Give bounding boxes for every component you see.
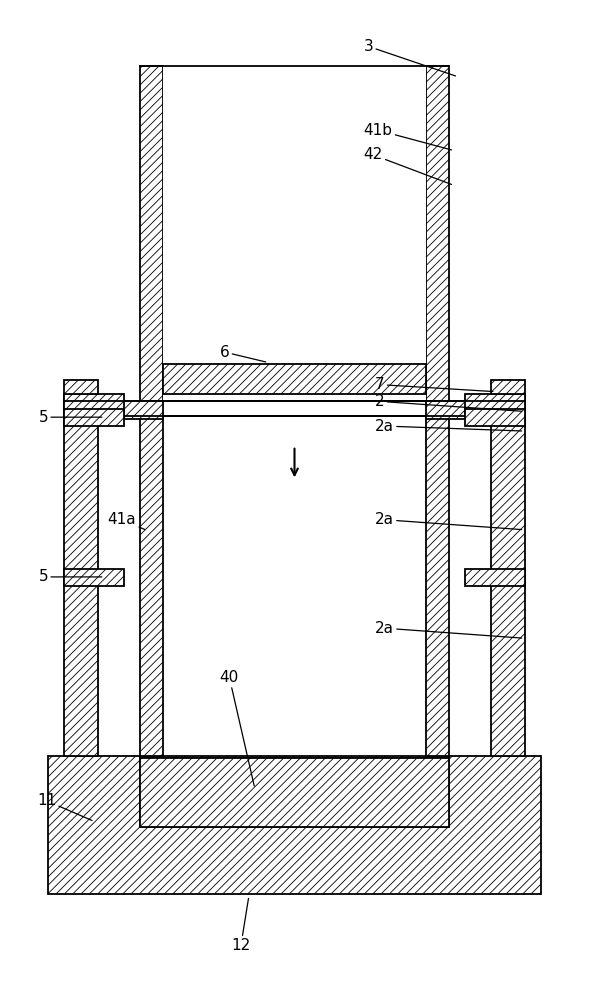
Text: 2a: 2a [375, 512, 522, 530]
Text: 2: 2 [375, 394, 522, 411]
Bar [426, 66, 449, 401]
Text: 41a: 41a [108, 512, 145, 530]
Text: 7: 7 [375, 377, 493, 392]
Bar [465, 569, 525, 586]
Bar [64, 394, 124, 413]
Text: 12: 12 [231, 898, 250, 953]
Text: 42: 42 [363, 147, 452, 184]
Bar [64, 380, 98, 394]
Bar [64, 409, 124, 426]
Bar [163, 364, 426, 393]
Bar [123, 401, 163, 419]
Text: 3: 3 [363, 39, 455, 76]
Bar [426, 416, 449, 756]
Text: 40: 40 [220, 670, 254, 786]
Bar [491, 396, 525, 756]
Bar [140, 66, 163, 401]
Bar [163, 416, 426, 756]
Bar [64, 396, 98, 756]
Text: 5: 5 [38, 410, 102, 425]
Text: 11: 11 [37, 793, 92, 820]
Bar [64, 401, 525, 416]
Bar [491, 380, 525, 394]
Text: 5: 5 [38, 569, 102, 584]
Bar [64, 569, 124, 586]
Bar [140, 416, 163, 756]
Bar [449, 66, 491, 401]
Bar [465, 409, 525, 426]
Bar [163, 66, 426, 401]
Text: 41b: 41b [363, 123, 452, 150]
Bar [48, 756, 541, 894]
Bar [426, 401, 466, 419]
Bar [140, 758, 449, 827]
Text: 2a: 2a [375, 419, 522, 434]
Bar [98, 66, 140, 401]
Bar [140, 758, 449, 827]
Text: 6: 6 [220, 345, 266, 362]
Text: 2a: 2a [375, 621, 522, 638]
Bar [465, 394, 525, 413]
